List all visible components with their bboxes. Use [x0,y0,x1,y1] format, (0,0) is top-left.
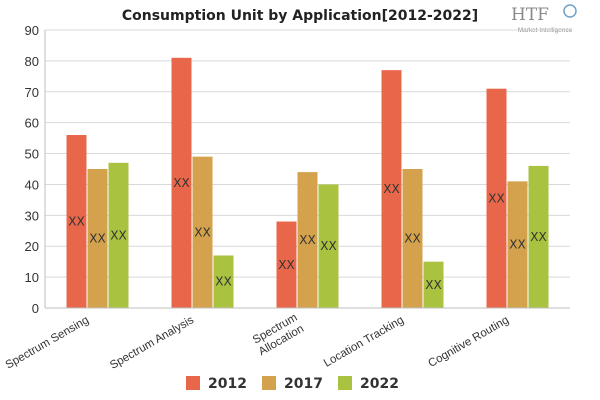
data-label: XX [509,238,525,252]
data-label: XX [404,232,420,246]
data-label: XX [320,239,336,253]
y-tick-label: 50 [25,147,39,162]
data-label: XX [110,228,126,242]
legend: 2012 2017 2022 [186,376,399,392]
x-tick-label: SpectrumAllocation [250,312,306,359]
y-tick-label: 80 [25,54,39,69]
bar [192,156,213,308]
bar [381,70,402,309]
y-tick-label: 20 [25,239,39,254]
y-tick-label: 0 [32,301,39,316]
data-label: XX [299,233,315,247]
data-label: XX [278,258,294,272]
legend-swatch [262,376,276,390]
chart-title: Consumption Unit by Application[2012-202… [122,8,478,24]
bar [87,169,108,308]
x-tick-label: Spectrum Analysis [108,314,196,372]
y-tick-label: 40 [25,177,39,192]
y-tick-label: 60 [25,116,39,131]
gridlines [45,29,570,309]
y-axis: 0 10 20 30 40 50 60 70 80 90 [25,23,46,316]
y-tick-label: 90 [25,23,39,38]
data-labels: XX XX XX XX XX XX XX XX XX XX XX XX XX XX XX [68,176,546,292]
bar [276,221,297,308]
x-tick-label: Spectrum Sensing [4,314,91,371]
bar [171,57,192,308]
bar [108,162,129,308]
data-label: XX [215,275,231,289]
legend-swatch [186,376,200,390]
y-tick-label: 30 [25,208,39,223]
bar [297,172,318,308]
bar [318,184,339,308]
data-label: XX [173,176,189,190]
bar [507,181,528,308]
y-tick-label: 70 [25,85,39,100]
legend-label: 2012 [208,376,247,392]
bar [66,135,87,308]
bar [486,88,507,308]
data-label: XX [68,215,84,229]
data-label: XX [488,191,504,205]
y-tick-label: 10 [25,270,39,285]
x-axis: Spectrum Sensing Spectrum Analysis Spectru… [4,307,570,372]
bars [66,57,549,309]
bar [423,261,444,308]
logo-globe-icon [563,4,577,18]
x-tick-label: Location Tracking [322,314,406,369]
bar [213,255,234,308]
legend-swatch [338,376,352,390]
data-label: XX [89,232,105,246]
x-tick-label: Cognitive Routing [426,314,511,370]
bar [402,169,423,308]
legend-label: 2022 [360,376,399,392]
data-label: XX [383,182,399,196]
data-label: XX [530,230,546,244]
logo-text: HTF [511,5,549,25]
bar [528,165,549,308]
data-label: XX [425,278,441,292]
legend-label: 2017 [284,376,323,392]
data-label: XX [194,225,210,239]
